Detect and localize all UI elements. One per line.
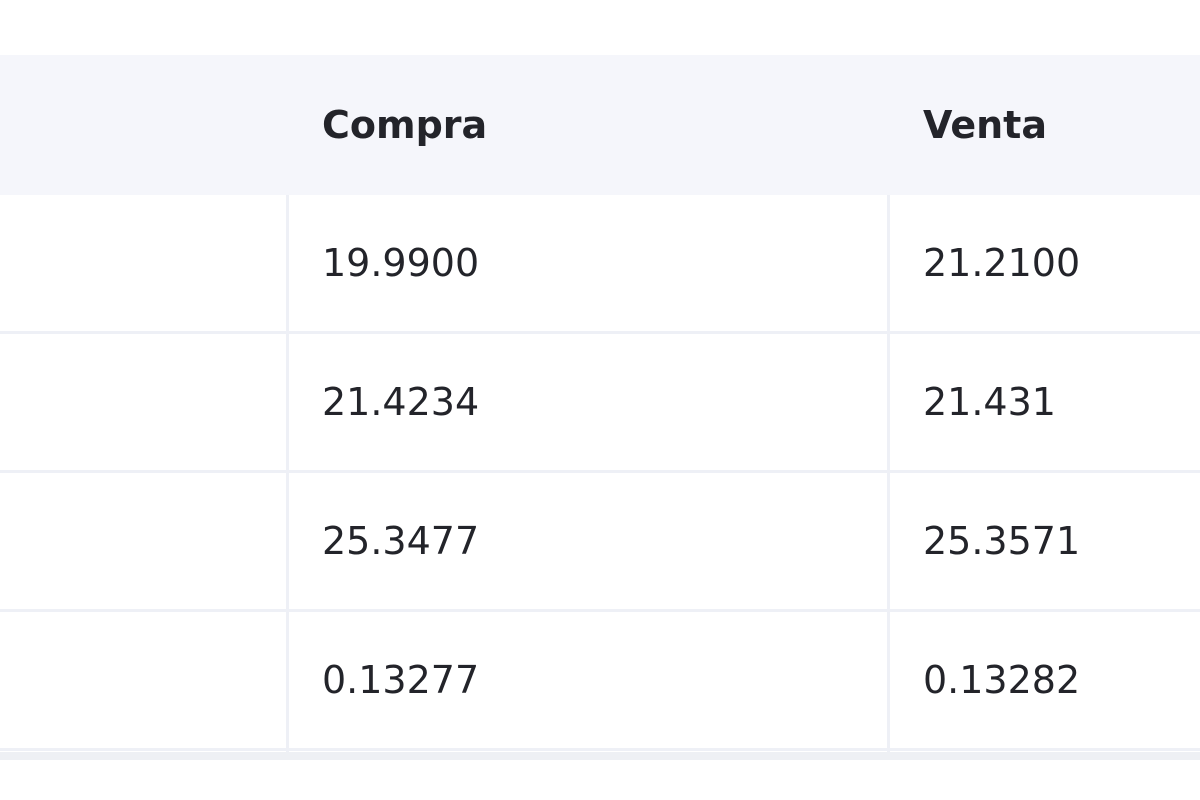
table-bottom-border (0, 752, 1200, 760)
column-header: Compra (322, 103, 488, 147)
table-header (0, 55, 1200, 195)
table-row (0, 334, 1200, 473)
column-divider (887, 195, 890, 752)
rate-cell: 21.2100 (923, 241, 1081, 285)
table-row (0, 612, 1200, 751)
table-row (0, 473, 1200, 612)
column-divider (286, 195, 289, 752)
rate-cell: 0.13277 (322, 658, 480, 702)
rate-cell: 25.3571 (923, 519, 1081, 563)
rate-cell: 25.3477 (322, 519, 480, 563)
rate-cell: 21.4234 (322, 380, 480, 424)
table-row (0, 195, 1200, 334)
rate-cell: 21.431 (923, 380, 1056, 424)
rate-cell: 19.9900 (322, 241, 480, 285)
column-header: Venta (923, 103, 1047, 147)
rate-cell: 0.13282 (923, 658, 1081, 702)
